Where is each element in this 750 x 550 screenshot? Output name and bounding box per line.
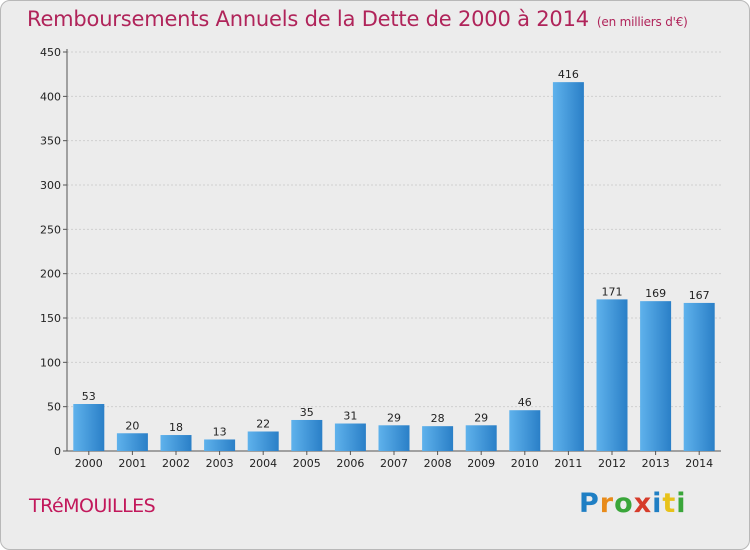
bar-value-label: 167: [689, 289, 710, 302]
logo-letter: t: [662, 488, 677, 519]
y-tick-label: 450: [40, 46, 61, 59]
y-tick-label: 350: [40, 135, 61, 148]
bar: [378, 425, 410, 451]
bar: [73, 404, 105, 451]
proxiti-logo: Proxiti: [579, 488, 687, 519]
bar-value-label: 29: [387, 411, 401, 424]
bar-value-label: 169: [645, 287, 666, 300]
bar: [509, 410, 541, 451]
bar-value-label: 22: [256, 417, 270, 430]
bar-value-label: 18: [169, 421, 183, 434]
x-tick-label: 2011: [554, 457, 582, 470]
x-tick-label: 2006: [336, 457, 364, 470]
bar: [291, 419, 323, 451]
bar-value-label: 171: [602, 285, 623, 298]
y-tick-label: 300: [40, 179, 61, 192]
y-tick-label: 400: [40, 90, 61, 103]
x-tick-label: 2010: [511, 457, 539, 470]
x-tick-label: 2008: [424, 457, 452, 470]
logo-letter: r: [599, 488, 615, 519]
bar: [683, 302, 715, 451]
x-tick-label: 2000: [75, 457, 103, 470]
bar: [334, 423, 366, 451]
x-tick-label: 2009: [467, 457, 495, 470]
y-tick-label: 50: [47, 401, 61, 414]
bar-value-label: 53: [82, 390, 96, 403]
bar: [640, 301, 672, 451]
x-tick-label: 2013: [642, 457, 670, 470]
logo-letter: i: [676, 488, 687, 519]
y-tick-label: 0: [54, 445, 61, 458]
bar-value-label: 29: [474, 411, 488, 424]
bar-value-label: 31: [343, 410, 357, 423]
bar: [596, 299, 628, 451]
chart-title-text: Remboursements Annuels de la Dette de 20…: [27, 7, 589, 31]
x-tick-label: 2001: [118, 457, 146, 470]
bar-value-label: 416: [558, 68, 579, 81]
bar: [160, 435, 192, 451]
bar-value-label: 13: [213, 425, 227, 438]
labels: 0 50 100 150 200 250 300 350 400 450 53 2000 20 2001 1…: [40, 46, 713, 470]
y-tick-label: 200: [40, 268, 61, 281]
x-tick-label: 2005: [293, 457, 321, 470]
bar: [247, 431, 279, 451]
bar: [422, 426, 454, 451]
y-tick-label: 250: [40, 223, 61, 236]
chart-title: Remboursements Annuels de la Dette de 20…: [27, 7, 688, 31]
x-tick-label: 2002: [162, 457, 190, 470]
y-tick-label: 150: [40, 312, 61, 325]
x-tick-label: 2014: [685, 457, 713, 470]
chart-unit: (en milliers d'€): [596, 15, 688, 29]
bar-value-label: 46: [518, 396, 532, 409]
bar-value-label: 28: [431, 412, 445, 425]
bar: [465, 425, 497, 451]
bar-value-label: 20: [125, 419, 139, 432]
x-tick-label: 2004: [249, 457, 277, 470]
bar: [116, 433, 148, 451]
bar-value-label: 35: [300, 406, 314, 419]
logo-letter: i: [652, 488, 663, 519]
town-name: TRéMOUILLES: [29, 495, 156, 517]
x-tick-label: 2003: [206, 457, 234, 470]
x-tick-label: 2012: [598, 457, 626, 470]
bar: [204, 439, 236, 451]
bars: [73, 82, 715, 451]
bar: [552, 82, 584, 451]
y-tick-label: 100: [40, 356, 61, 369]
x-tick-label: 2007: [380, 457, 408, 470]
logo-letter: x: [633, 488, 653, 519]
logo-letter: o: [614, 488, 634, 519]
logo-letter: P: [579, 488, 600, 519]
